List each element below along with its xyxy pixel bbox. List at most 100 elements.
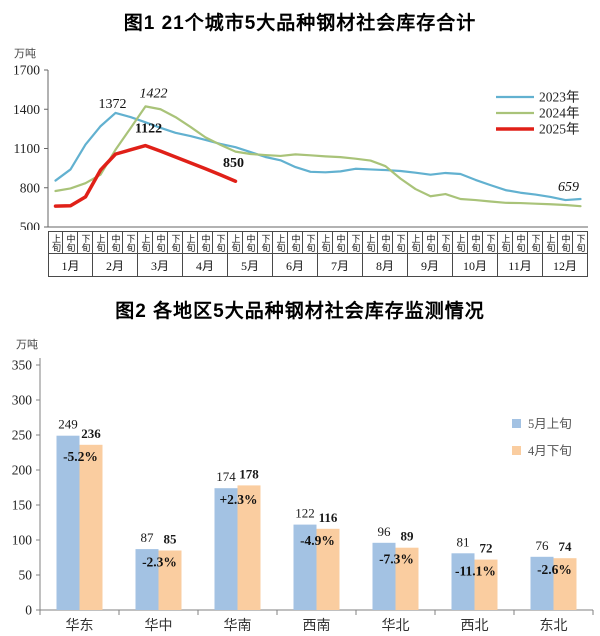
- category-label-西南: 西南: [303, 618, 331, 634]
- bar-4月下旬-西北: [474, 559, 498, 610]
- bar-4月下旬-华南: [237, 485, 261, 610]
- y-tick-label: 150: [12, 498, 33, 513]
- xaxis-period-cell: 中旬: [558, 231, 573, 254]
- xaxis-month-cell: 5月: [228, 254, 273, 277]
- legend-label-2023年: 2023年: [539, 90, 580, 105]
- legend-swatch-4月下旬: [512, 446, 521, 455]
- category-label-西北: 西北: [461, 618, 489, 634]
- bar-value-label: 122: [295, 506, 315, 521]
- xaxis-period-label: 下旬: [80, 233, 91, 252]
- xaxis-period-cell: 上旬: [183, 231, 198, 254]
- xaxis-period-label: 上旬: [230, 233, 241, 252]
- y-tick-label: 50: [19, 568, 33, 583]
- xaxis-period-cell: 中旬: [513, 231, 528, 254]
- bar-value-label: 178: [239, 466, 259, 481]
- xaxis-period-cell: 下旬: [258, 231, 273, 254]
- xaxis-period-label: 上旬: [185, 233, 196, 252]
- xaxis-period-label: 上旬: [95, 233, 106, 252]
- xaxis-period-cell: 下旬: [348, 231, 363, 254]
- xaxis-month-cell: 10月: [453, 254, 498, 277]
- bar-value-label: 236: [81, 426, 101, 441]
- xaxis-period-cell: 中旬: [198, 231, 213, 254]
- xaxis-month-cell: 6月: [273, 254, 318, 277]
- figure2-unit-label: 万吨: [16, 338, 38, 351]
- xaxis-period-label: 下旬: [485, 233, 496, 252]
- xaxis-period-cell: 上旬: [48, 231, 63, 254]
- xaxis-period-label: 中旬: [290, 233, 301, 252]
- xaxis-period-label: 上旬: [545, 233, 556, 252]
- xaxis-month-cell: 9月: [408, 254, 453, 277]
- xaxis-period-label: 下旬: [125, 233, 136, 252]
- bar-value-label: 116: [319, 510, 338, 525]
- y-tick-label: 100: [12, 533, 33, 548]
- xaxis-period-row: 上旬 中旬 下旬 上旬 中旬 下旬 上旬 中旬 下旬 上旬 中旬 下旬 上旬 中旬 下旬 上旬 中旬 下旬 上旬 中旬…: [48, 231, 589, 254]
- category-label-华北: 华北: [382, 618, 410, 634]
- xaxis-period-cell: 中旬: [243, 231, 258, 254]
- xaxis-period-cell: 中旬: [288, 231, 303, 254]
- xaxis-month-cell: 11月: [498, 254, 543, 277]
- xaxis-period-label: 上旬: [320, 233, 331, 252]
- xaxis-period-label: 下旬: [350, 233, 361, 252]
- bar-value-label: 89: [401, 529, 415, 544]
- xaxis-period-label: 中旬: [110, 233, 121, 252]
- xaxis-period-cell: 上旬: [138, 231, 153, 254]
- xaxis-period-label: 中旬: [425, 233, 436, 252]
- xaxis-period-cell: 上旬: [318, 231, 333, 254]
- xaxis-period-label: 中旬: [560, 233, 571, 252]
- xaxis-period-cell: 上旬: [228, 231, 243, 254]
- xaxis-period-cell: 中旬: [468, 231, 483, 254]
- bar-5月上旬-西北: [451, 553, 475, 610]
- xaxis-period-cell: 中旬: [108, 231, 123, 254]
- bar-value-label: 96: [378, 524, 392, 539]
- bar-value-label: 87: [141, 530, 155, 545]
- xaxis-month-row: 1月 2月 3月 4月 5月 6月 7月 8月 9月 10月 11月 12月: [48, 254, 589, 277]
- bar-5月上旬-华北: [372, 542, 396, 610]
- xaxis-period-cell: 上旬: [453, 231, 468, 254]
- xaxis-period-label: 中旬: [155, 233, 166, 252]
- data-label-850: 850: [223, 156, 244, 171]
- xaxis-period-label: 中旬: [335, 233, 346, 252]
- data-label-659: 659: [558, 180, 579, 195]
- bar-4月下旬-华北: [395, 547, 419, 610]
- legend-label-2025年: 2025年: [539, 122, 580, 137]
- bar-value-label: 249: [58, 417, 78, 432]
- bar-value-label: 76: [536, 538, 550, 553]
- bar-value-label: 85: [164, 532, 178, 547]
- xaxis-period-label: 上旬: [140, 233, 151, 252]
- category-label-东北: 东北: [540, 618, 568, 634]
- xaxis-period-cell: 上旬: [273, 231, 288, 254]
- xaxis-period-label: 下旬: [260, 233, 271, 252]
- bar-value-label: 81: [457, 534, 470, 549]
- bar-change-label: -4.9%: [300, 533, 335, 548]
- xaxis-period-label: 上旬: [410, 233, 421, 252]
- xaxis-month-cell: 1月: [48, 254, 93, 277]
- xaxis-month-cell: 3月: [138, 254, 183, 277]
- data-label-1372: 1372: [99, 97, 127, 112]
- bar-change-label: -7.3%: [379, 552, 414, 567]
- bar-4月下旬-西南: [316, 528, 340, 610]
- xaxis-month-cell: 7月: [318, 254, 363, 277]
- bar-change-label: +2.3%: [219, 492, 257, 507]
- bar-4月下旬-东北: [553, 558, 577, 610]
- xaxis-period-label: 中旬: [245, 233, 256, 252]
- xaxis-period-label: 下旬: [575, 233, 586, 252]
- bar-5月上旬-东北: [530, 556, 554, 610]
- line-series-2023年: [54, 111, 582, 202]
- figure2-title: 图2 各地区5大品种钢材社会库存监测情况: [115, 301, 485, 322]
- y-tick-label: 250: [12, 428, 33, 443]
- y-tick-label: 1400: [13, 102, 40, 117]
- xaxis-period-label: 中旬: [515, 233, 526, 252]
- bar-change-label: -2.6%: [537, 562, 572, 577]
- xaxis-period-label: 下旬: [530, 233, 541, 252]
- xaxis-period-cell: 下旬: [303, 231, 318, 254]
- xaxis-period-cell: 下旬: [393, 231, 408, 254]
- bar-value-label: 72: [480, 541, 493, 556]
- xaxis-period-cell: 上旬: [363, 231, 378, 254]
- data-label-1422: 1422: [140, 86, 168, 101]
- legend-swatch-5月上旬: [512, 419, 521, 428]
- xaxis-period-cell: 中旬: [378, 231, 393, 254]
- line-series-2025年: [53, 143, 238, 208]
- xaxis-month-cell: 8月: [363, 254, 408, 277]
- xaxis-month-cell: 12月: [543, 254, 588, 277]
